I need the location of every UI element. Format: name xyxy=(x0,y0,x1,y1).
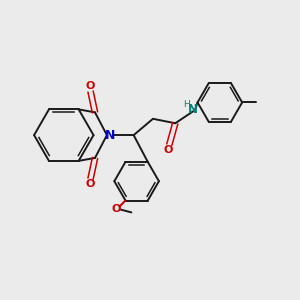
Text: N: N xyxy=(105,129,116,142)
Text: N: N xyxy=(188,103,198,116)
Text: O: O xyxy=(86,179,95,189)
Text: O: O xyxy=(163,145,172,155)
Text: H: H xyxy=(183,100,190,109)
Text: O: O xyxy=(112,204,121,214)
Text: O: O xyxy=(86,81,95,91)
